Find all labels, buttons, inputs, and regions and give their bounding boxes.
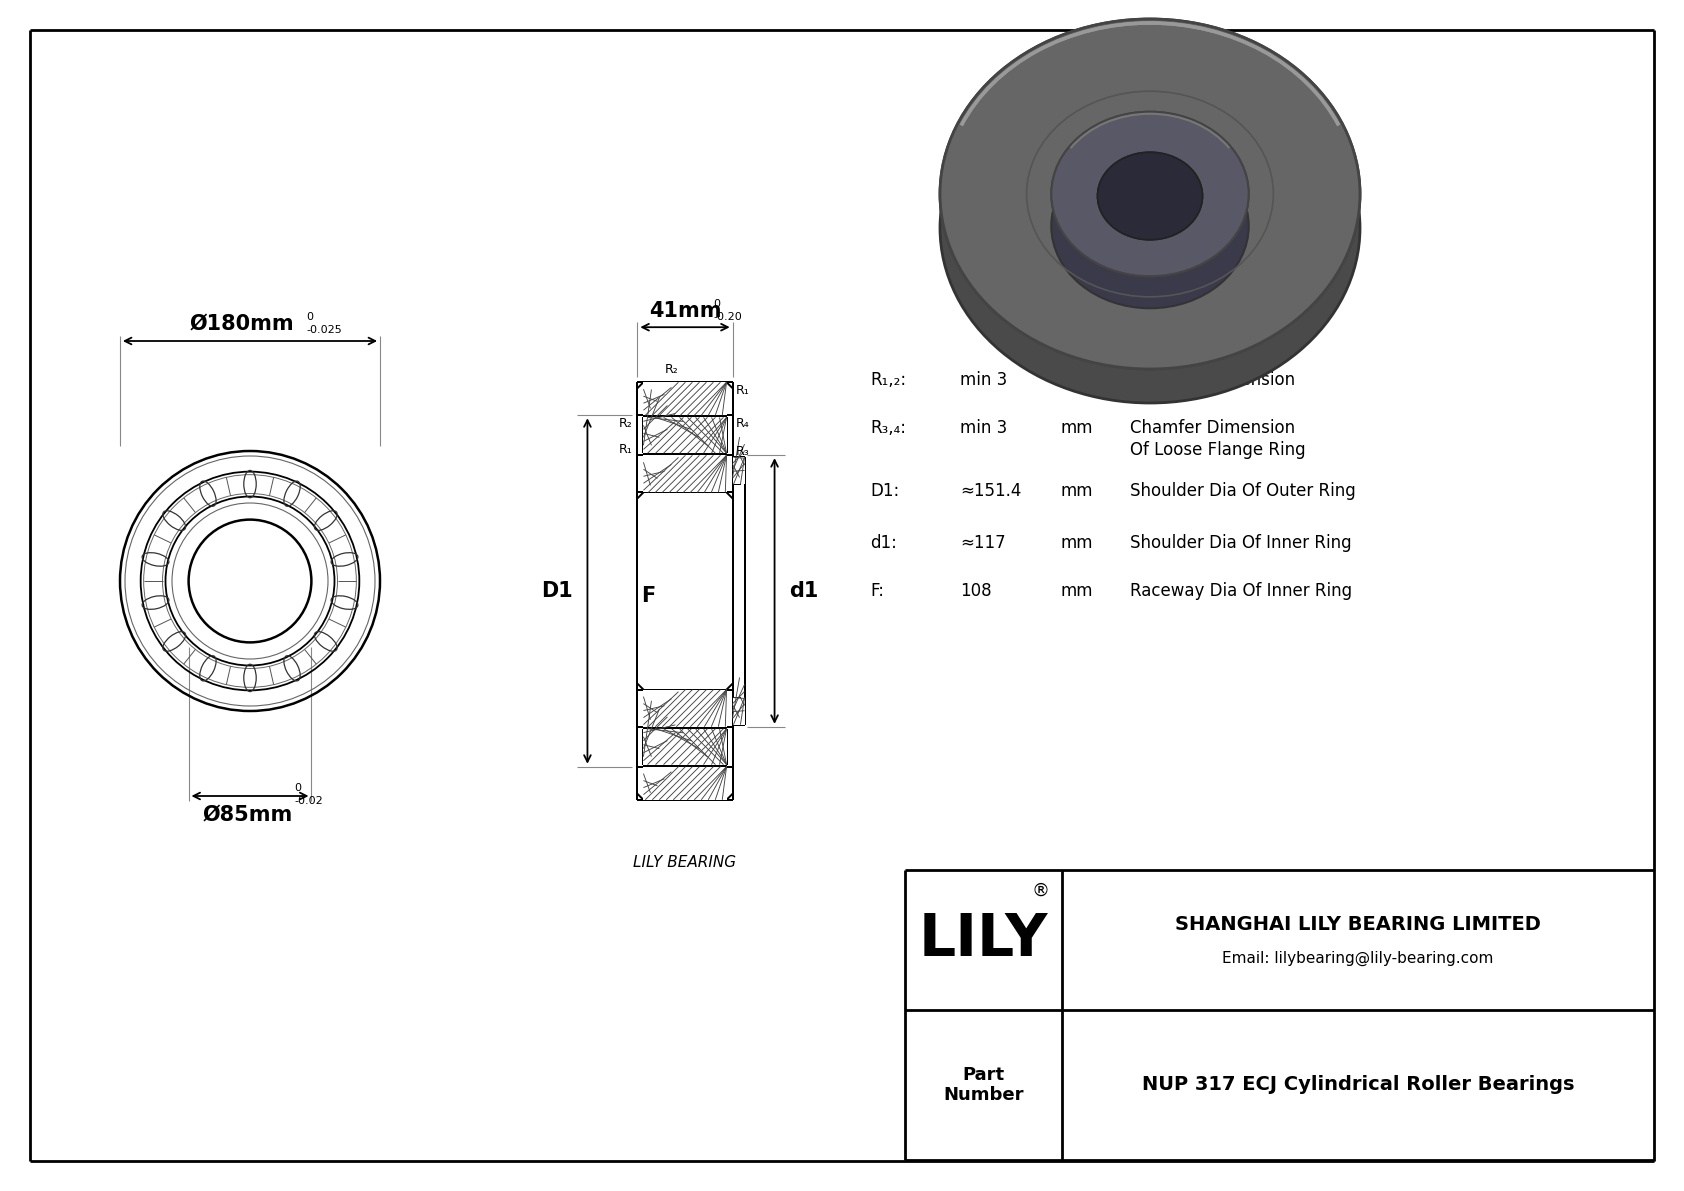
Text: R₃,₄:: R₃,₄: — [871, 419, 906, 437]
Text: ®: ® — [1032, 883, 1051, 900]
Bar — [733, 698, 744, 724]
Text: SHANGHAI LILY BEARING LIMITED: SHANGHAI LILY BEARING LIMITED — [1175, 916, 1541, 935]
Ellipse shape — [1098, 152, 1202, 239]
Text: Of Loose Flange Ring: Of Loose Flange Ring — [1130, 441, 1305, 459]
Text: min 3: min 3 — [960, 419, 1007, 437]
Text: LILY: LILY — [919, 911, 1047, 968]
Bar — [643, 382, 726, 416]
Text: 41mm: 41mm — [648, 301, 721, 322]
Text: R₃: R₃ — [736, 444, 749, 457]
Bar — [643, 767, 726, 800]
Text: F:: F: — [871, 582, 884, 600]
Bar — [733, 457, 744, 485]
Text: 108: 108 — [960, 582, 992, 600]
Text: Shoulder Dia Of Outer Ring: Shoulder Dia Of Outer Ring — [1130, 482, 1356, 500]
Text: Shoulder Dia Of Inner Ring: Shoulder Dia Of Inner Ring — [1130, 534, 1352, 551]
Text: 0: 0 — [295, 782, 301, 793]
Text: R₄: R₄ — [736, 417, 749, 430]
Text: Chamfer Dimension: Chamfer Dimension — [1130, 372, 1295, 389]
Text: -0.025: -0.025 — [306, 325, 342, 335]
Ellipse shape — [940, 54, 1361, 403]
Text: mm: mm — [1059, 482, 1093, 500]
Text: d1: d1 — [790, 581, 818, 601]
Text: D1: D1 — [541, 581, 573, 601]
Bar — [643, 729, 726, 765]
Bar — [643, 729, 726, 765]
Text: R₁,₂:: R₁,₂: — [871, 372, 906, 389]
Text: Ø180mm: Ø180mm — [190, 314, 295, 333]
Text: -0.02: -0.02 — [295, 796, 323, 806]
Text: Part
Number: Part Number — [943, 1066, 1024, 1104]
Text: ≈151.4: ≈151.4 — [960, 482, 1022, 500]
Text: 0: 0 — [306, 312, 313, 322]
Polygon shape — [943, 19, 1357, 200]
Text: -0.20: -0.20 — [712, 312, 741, 323]
Text: LILY BEARING: LILY BEARING — [633, 855, 736, 869]
Text: Raceway Dia Of Inner Ring: Raceway Dia Of Inner Ring — [1130, 582, 1352, 600]
Ellipse shape — [1051, 112, 1250, 276]
Text: F: F — [640, 586, 655, 606]
Bar — [643, 455, 726, 492]
Bar — [643, 690, 726, 727]
Text: R₁: R₁ — [736, 384, 749, 397]
Text: d1:: d1: — [871, 534, 898, 551]
Bar — [733, 457, 744, 485]
Text: ≈117: ≈117 — [960, 534, 1005, 551]
Text: R₁: R₁ — [618, 443, 633, 456]
Text: mm: mm — [1059, 534, 1093, 551]
Ellipse shape — [940, 19, 1361, 369]
Ellipse shape — [1051, 144, 1250, 308]
Text: Chamfer Dimension: Chamfer Dimension — [1130, 419, 1295, 437]
Ellipse shape — [1051, 112, 1250, 276]
Text: 0: 0 — [712, 299, 721, 310]
Bar — [733, 698, 744, 724]
Text: mm: mm — [1059, 372, 1093, 389]
Text: D1:: D1: — [871, 482, 899, 500]
Text: min 3: min 3 — [960, 372, 1007, 389]
Bar — [643, 417, 726, 454]
Text: R₂: R₂ — [665, 363, 679, 376]
Text: R₂: R₂ — [618, 417, 633, 430]
Text: mm: mm — [1059, 582, 1093, 600]
Text: mm: mm — [1059, 419, 1093, 437]
Text: NUP 317 ECJ Cylindrical Roller Bearings: NUP 317 ECJ Cylindrical Roller Bearings — [1142, 1075, 1575, 1095]
Text: Ø85mm: Ø85mm — [202, 805, 293, 825]
Text: Email: lilybearing@lily-bearing.com: Email: lilybearing@lily-bearing.com — [1223, 950, 1494, 966]
Ellipse shape — [1098, 152, 1202, 239]
Bar — [643, 417, 726, 454]
Ellipse shape — [940, 19, 1361, 369]
